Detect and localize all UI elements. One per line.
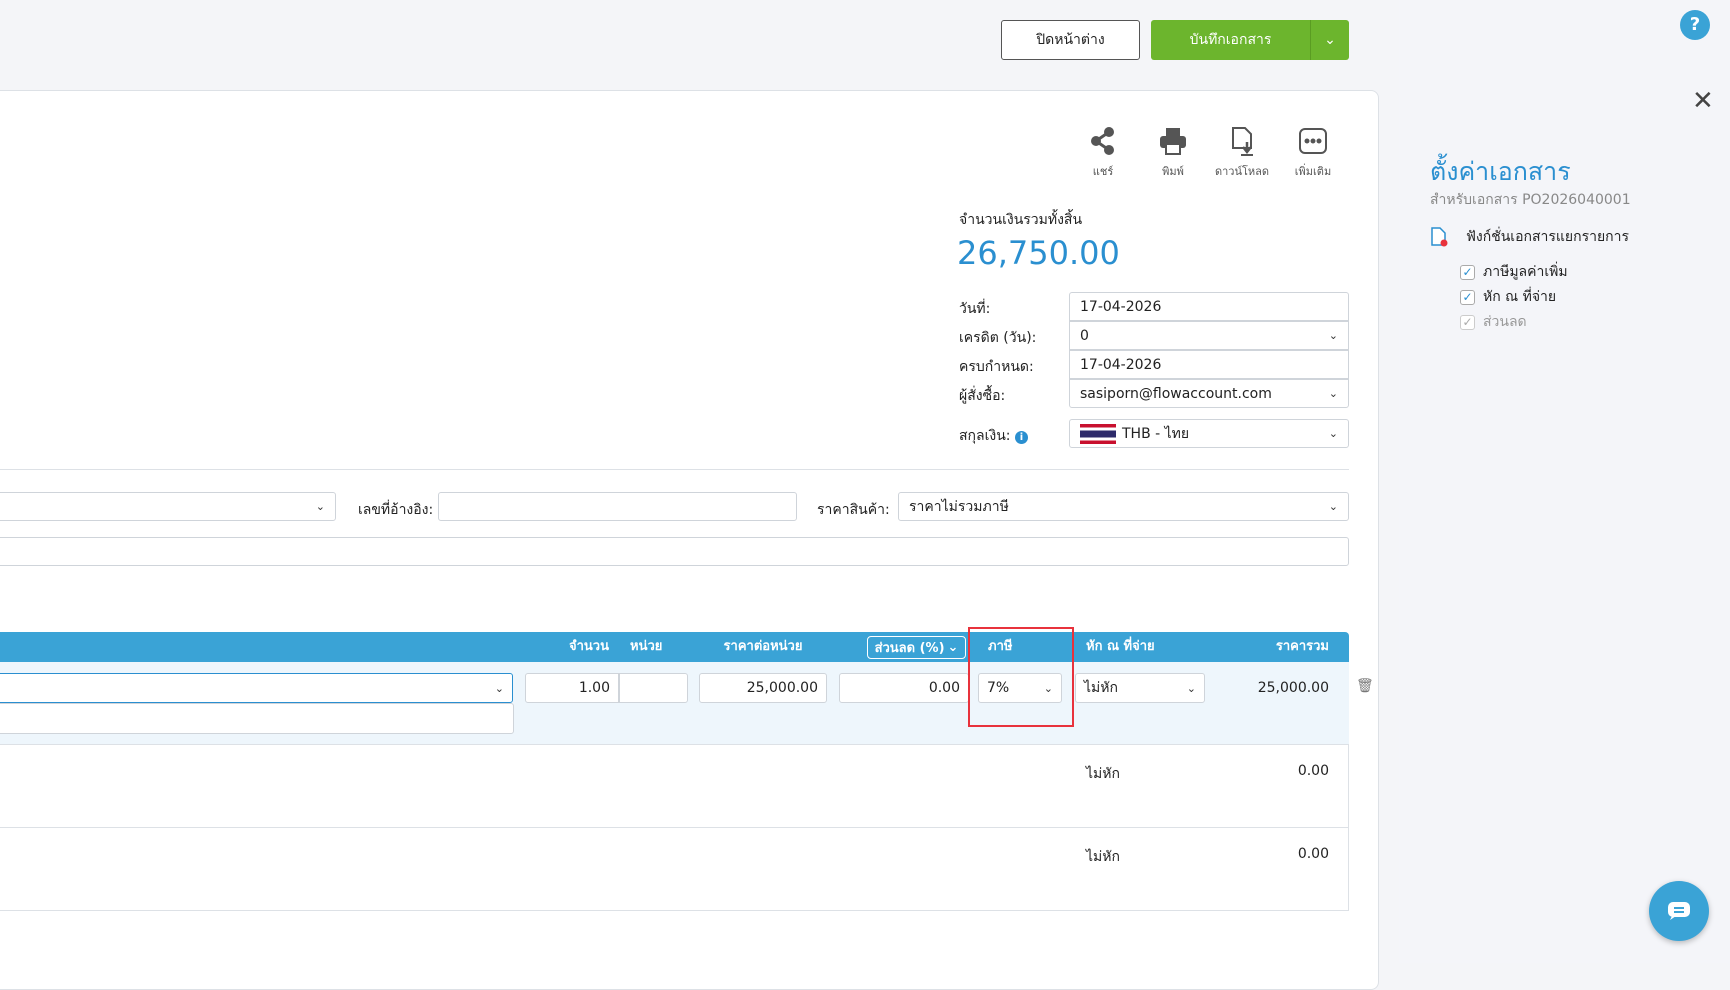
table-row xyxy=(0,828,1349,911)
due-date-value: 17-04-2026 xyxy=(1080,356,1162,373)
share-label: แชร์ xyxy=(1092,165,1114,178)
checkbox-checked-icon[interactable]: ✓ xyxy=(1460,289,1475,305)
buyer-label: ผู้สั่งซื้อ: xyxy=(959,388,1006,404)
checkbox-disabled-icon: ✓ xyxy=(1460,314,1475,330)
function-heading: ฟังก์ชั่นเอกสารแยกรายการ xyxy=(1430,226,1629,248)
currency-label: สกุลเงิน: i xyxy=(959,425,1028,447)
panel-title: ตั้งค่าเอกสาร xyxy=(1430,157,1571,186)
option-wht[interactable]: ✓ หัก ณ ที่จ่าย xyxy=(1460,286,1556,308)
discount-type-dropdown[interactable]: ส่วนลด (%) ⌄ xyxy=(867,636,966,659)
help-icon[interactable]: ? xyxy=(1680,10,1710,40)
credit-days-select[interactable]: 0 ⌄ xyxy=(1069,321,1349,350)
header-unit: หน่วย xyxy=(630,639,663,654)
row-total: 0.00 xyxy=(1297,846,1329,862)
chevron-down-icon: ⌄ xyxy=(494,681,504,695)
download-label: ดาวน์โหลด xyxy=(1214,165,1270,178)
chevron-down-icon: ⌄ xyxy=(1328,500,1338,513)
chevron-down-icon: ⌄ xyxy=(1328,427,1338,440)
credit-value: 0 xyxy=(1080,327,1089,344)
date-input[interactable]: 17-04-2026 xyxy=(1069,292,1349,321)
close-window-button[interactable]: ปิดหน้าต่าง xyxy=(1001,20,1140,60)
row-total: 0.00 xyxy=(1297,763,1329,779)
print-label: พิมพ์ xyxy=(1162,165,1184,178)
pdf-download-icon xyxy=(1232,127,1253,156)
chevron-down-icon: ⌄ xyxy=(315,500,325,513)
panel-subtitle: สำหรับเอกสาร PO2026040001 xyxy=(1430,192,1631,208)
settings-panel xyxy=(1399,0,1730,963)
contact-select[interactable]: ⌄ xyxy=(0,492,336,521)
date-label: วันที่: xyxy=(959,301,991,317)
buyer-value: sasiporn@flowaccount.com xyxy=(1080,385,1272,402)
print-button[interactable]: พิมพ์ xyxy=(1138,126,1208,180)
download-button[interactable]: ดาวน์โหลด xyxy=(1207,126,1277,180)
option-vat[interactable]: ✓ ภาษีมูลค่าเพิ่ม xyxy=(1460,261,1568,283)
share-button[interactable]: แชร์ xyxy=(1068,126,1138,180)
row-wht: ไม่หัก xyxy=(1086,849,1120,865)
header-wht: หัก ณ ที่จ่าย xyxy=(1086,639,1155,654)
currency-select[interactable]: THB - ไทย ⌄ xyxy=(1069,419,1349,448)
more-icon xyxy=(1299,128,1327,154)
printer-icon xyxy=(1160,128,1186,155)
total-amount: 26,750.00 xyxy=(957,234,1120,272)
header-unit-price: ราคาต่อหน่วย xyxy=(723,639,803,654)
due-date-input[interactable]: 17-04-2026 xyxy=(1069,350,1349,379)
checkbox-checked-icon[interactable]: ✓ xyxy=(1460,264,1475,280)
unit-input[interactable] xyxy=(619,673,688,703)
product-select[interactable]: ⌄ xyxy=(0,673,513,703)
reference-label: เลขที่อ้างอิง: xyxy=(358,502,434,518)
option-discount: ✓ ส่วนลด xyxy=(1460,311,1527,333)
more-label: เพิ่มเติม xyxy=(1294,165,1332,178)
save-document-button[interactable]: บันทึกเอกสาร ⌄ xyxy=(1151,20,1349,60)
price-type-value: ราคาไม่รวมภาษี xyxy=(909,498,1009,515)
divider xyxy=(0,469,1349,470)
table-row xyxy=(0,745,1349,828)
description-input[interactable] xyxy=(0,703,514,734)
save-dropdown-chevron-icon[interactable]: ⌄ xyxy=(1324,32,1336,48)
price-type-select[interactable]: ราคาไม่รวมภาษี ⌄ xyxy=(898,492,1349,521)
buyer-select[interactable]: sasiporn@flowaccount.com ⌄ xyxy=(1069,379,1349,408)
price-type-label: ราคาสินค้า: xyxy=(817,502,890,518)
project-input[interactable] xyxy=(0,537,1349,566)
date-value: 17-04-2026 xyxy=(1080,298,1162,315)
chevron-down-icon: ⌄ xyxy=(1328,329,1338,342)
document-icon xyxy=(1431,227,1448,247)
chevron-down-icon: ⌄ xyxy=(1043,681,1053,695)
chevron-down-icon: ⌄ xyxy=(1186,681,1196,695)
row-total: 25,000.00 xyxy=(1257,680,1329,696)
save-label[interactable]: บันทึกเอกสาร xyxy=(1151,20,1311,60)
total-label: จำนวนเงินรวมทั้งสิ้น xyxy=(959,212,1083,228)
discount-input[interactable]: 0.00 xyxy=(839,673,969,703)
currency-display: THB - ไทย xyxy=(1080,423,1189,445)
chat-button[interactable] xyxy=(1649,881,1709,941)
trash-icon[interactable]: 🗑 xyxy=(1356,678,1374,694)
chevron-down-icon: ⌄ xyxy=(947,640,959,655)
highlight-box xyxy=(968,627,1074,727)
qty-input[interactable]: 1.00 xyxy=(525,673,619,703)
due-date-label: ครบกำหนด: xyxy=(959,359,1034,375)
info-icon[interactable]: i xyxy=(1014,431,1028,444)
close-panel-icon[interactable]: ✕ xyxy=(1692,86,1714,116)
header-qty: จำนวน xyxy=(569,639,609,654)
header-tax: ภาษี xyxy=(988,639,1013,654)
chevron-down-icon: ⌄ xyxy=(1328,387,1338,400)
table-header xyxy=(0,632,1349,662)
chat-icon xyxy=(1668,902,1690,920)
header-total: ราคารวม xyxy=(1275,639,1329,654)
thai-flag-icon xyxy=(1080,423,1116,444)
unit-price-input[interactable]: 25,000.00 xyxy=(699,673,827,703)
share-icon xyxy=(1091,127,1114,155)
reference-input[interactable] xyxy=(438,492,797,521)
credit-label: เครดิต (วัน): xyxy=(959,330,1037,346)
row-wht: ไม่หัก xyxy=(1086,766,1120,782)
wht-select[interactable]: ไม่หัก ⌄ xyxy=(1075,673,1205,703)
more-button[interactable]: เพิ่มเติม xyxy=(1278,126,1348,180)
tax-select[interactable]: 7% ⌄ xyxy=(978,673,1062,703)
